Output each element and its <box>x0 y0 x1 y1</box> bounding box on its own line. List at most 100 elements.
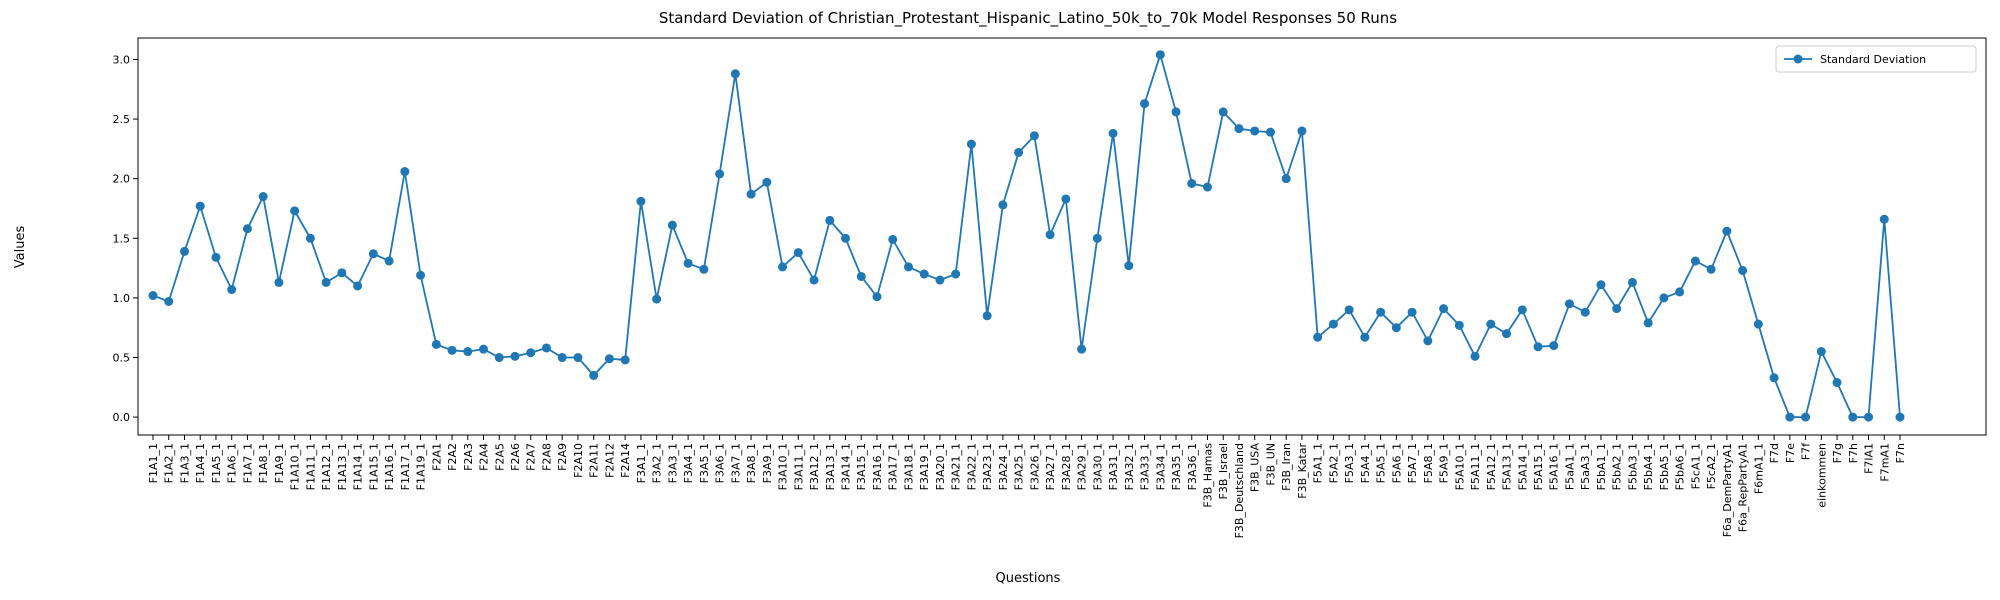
data-point <box>541 343 551 353</box>
x-tick-label: F5A7_1 <box>1406 443 1419 483</box>
data-point <box>1769 373 1779 383</box>
data-point <box>1014 147 1024 157</box>
data-point <box>1218 107 1228 117</box>
data-point <box>1486 319 1496 329</box>
x-tick-label: F3A12_1 <box>808 443 821 490</box>
x-tick-label: F3A5_1 <box>698 443 711 483</box>
x-tick-label: F1A1_1 <box>147 443 160 483</box>
x-tick-label: F5A2_1 <box>1327 443 1340 483</box>
data-point <box>1801 412 1811 422</box>
data-point <box>1533 342 1543 352</box>
data-point <box>1265 127 1275 137</box>
x-tick-label: F1A10_1 <box>289 443 302 490</box>
x-tick-label: F5A3_1 <box>1343 443 1356 483</box>
data-point <box>195 201 205 211</box>
x-tick-label: F5aA3_1 <box>1579 443 1592 490</box>
x-tick-label: F1A16_1 <box>383 443 396 490</box>
x-tick-label: F3A7_1 <box>729 443 742 483</box>
data-point <box>762 177 772 187</box>
x-tick-label: F2A14 <box>619 443 632 478</box>
x-tick-label: F5A6_1 <box>1390 443 1403 483</box>
data-point <box>526 348 536 358</box>
x-axis-label: Questions <box>996 571 1061 586</box>
data-point <box>1816 347 1826 357</box>
data-point <box>1502 329 1512 339</box>
x-tick-label: F3A4_1 <box>682 443 695 483</box>
x-tick-label: F3A6_1 <box>714 443 727 483</box>
x-tick-label: F1A15_1 <box>367 443 380 490</box>
data-point <box>1722 226 1732 236</box>
x-tick-label: F2A1 <box>430 443 443 471</box>
data-point <box>1423 336 1433 346</box>
data-point <box>1360 332 1370 342</box>
x-tick-label: F5A12_1 <box>1485 443 1498 490</box>
x-tick-label: F1A19_1 <box>415 443 428 490</box>
x-tick-label: F3A30_1 <box>1091 443 1104 490</box>
x-tick-label: F1A12_1 <box>320 443 333 490</box>
data-point <box>715 169 725 179</box>
data-point <box>1864 412 1874 422</box>
x-tick-label: F3A8_1 <box>745 443 758 483</box>
x-tick-label: F6mA1_1 <box>1752 443 1765 494</box>
data-point <box>982 311 992 321</box>
data-point <box>966 139 976 149</box>
data-point <box>809 275 819 285</box>
data-point <box>1124 261 1134 271</box>
data-point <box>652 294 662 304</box>
data-point <box>573 353 583 363</box>
data-point <box>1848 412 1858 422</box>
data-point <box>1643 318 1653 328</box>
x-tick-label: F3A19_1 <box>918 443 931 490</box>
data-point <box>1659 293 1669 303</box>
x-tick-label: F3B_Israel <box>1217 443 1230 499</box>
data-point <box>793 248 803 258</box>
x-tick-label: F1A9_1 <box>273 443 286 483</box>
data-point <box>1439 304 1449 314</box>
data-point <box>699 264 709 274</box>
x-tick-label: F5A13_1 <box>1501 443 1514 490</box>
data-point <box>1454 320 1464 330</box>
data-point <box>1549 341 1559 351</box>
x-tick-label: F7f <box>1800 442 1813 460</box>
data-point <box>1832 378 1842 388</box>
data-point <box>1675 287 1685 297</box>
data-point <box>667 220 677 230</box>
x-tick-label: F1A6_1 <box>226 443 239 483</box>
data-point <box>1612 304 1622 314</box>
x-tick-label: F3A22_1 <box>965 443 978 490</box>
x-tick-label: F1A2_1 <box>163 443 176 483</box>
legend-label: Standard Deviation <box>1820 53 1926 66</box>
x-tick-label: F1A13_1 <box>336 443 349 490</box>
y-tick-label: 0.0 <box>113 411 131 424</box>
x-tick-label: F3A15_1 <box>855 443 868 490</box>
x-tick-label: F3A18_1 <box>902 443 915 490</box>
data-point <box>1297 126 1307 136</box>
x-tick-label: F3A32_1 <box>1123 443 1136 490</box>
x-tick-label: F5A5_1 <box>1375 443 1388 483</box>
chart-title: Standard Deviation of Christian_Protesta… <box>659 9 1397 28</box>
x-tick-label: F1A11_1 <box>304 443 317 490</box>
data-point <box>1895 412 1905 422</box>
x-tick-label: F3A17_1 <box>887 443 900 490</box>
data-point <box>447 345 457 355</box>
x-tick-label: F3A23_1 <box>981 443 994 490</box>
data-point <box>935 275 945 285</box>
x-tick-label: F5A10_1 <box>1453 443 1466 490</box>
x-tick-label: F5cA1_1 <box>1689 443 1702 489</box>
data-point <box>1092 233 1102 243</box>
y-tick-label: 2.5 <box>113 113 131 126</box>
data-point <box>746 189 756 199</box>
data-point <box>589 370 599 380</box>
x-tick-label: F1A8_1 <box>257 443 270 483</box>
data-point <box>242 224 252 234</box>
data-point <box>1171 107 1181 117</box>
data-point <box>1061 194 1071 204</box>
data-point <box>1879 214 1889 224</box>
x-tick-label: F5bA2_1 <box>1611 443 1624 490</box>
data-point <box>258 192 268 202</box>
x-tick-label: F3B_Hamas <box>1201 443 1214 508</box>
x-tick-label: F2A9 <box>556 443 569 471</box>
x-tick-label: F3B_Katar <box>1296 443 1309 499</box>
x-tick-label: F3A31_1 <box>1107 443 1120 490</box>
x-tick-label: F3A25_1 <box>1013 443 1026 490</box>
